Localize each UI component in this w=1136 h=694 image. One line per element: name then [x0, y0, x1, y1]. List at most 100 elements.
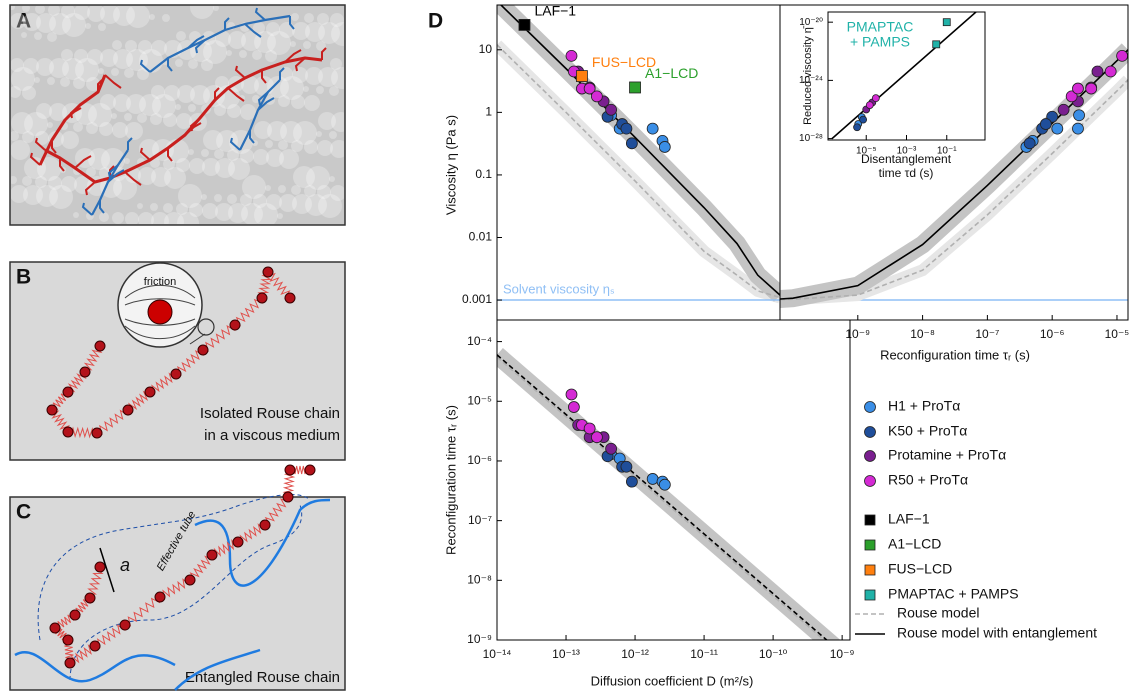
texture	[293, 121, 317, 145]
texture	[74, 49, 88, 63]
spring	[81, 345, 103, 373]
side-chain	[107, 169, 125, 183]
x-tick-label: 10⁻¹⁴	[483, 647, 512, 661]
texture	[241, 76, 259, 94]
marker	[1023, 137, 1036, 150]
side-chain	[59, 158, 65, 172]
legend-label: LAF−1	[888, 511, 930, 527]
texture	[279, 194, 297, 212]
side-chain	[64, 107, 82, 121]
texture	[227, 194, 237, 204]
y-tick-label: 1	[485, 105, 492, 119]
legend-marker	[864, 539, 876, 551]
marker	[620, 122, 633, 135]
bead	[262, 266, 274, 278]
marker	[658, 141, 671, 153]
texture	[227, 104, 241, 118]
texture	[203, 130, 223, 150]
legend-label: A1−LCD	[888, 536, 941, 552]
texture	[11, 6, 15, 10]
texture	[111, 68, 119, 76]
legend-label: FUS−LCD	[888, 561, 952, 577]
texture	[11, 185, 28, 203]
bead	[206, 549, 218, 561]
y-axis-title: Viscosity η (Pa s)	[443, 115, 458, 215]
legend-marker	[864, 514, 876, 526]
texture	[330, 58, 342, 70]
bead	[46, 404, 58, 416]
y-tick-label: 10⁻⁴	[467, 334, 492, 348]
legend-label: PMAPTAC + PAMPS	[888, 586, 1019, 602]
texture	[176, 158, 190, 172]
texture	[60, 77, 70, 87]
side-chain	[189, 117, 201, 132]
texture	[11, 67, 35, 91]
texture	[99, 122, 113, 136]
x-tick-label: 10⁻¹¹	[690, 647, 718, 661]
marker	[658, 478, 671, 491]
bead	[94, 340, 106, 352]
texture	[293, 166, 315, 188]
x-tick-label: 10⁻¹³	[552, 647, 580, 661]
bead	[79, 366, 91, 378]
marker	[865, 101, 874, 110]
texture	[331, 22, 344, 46]
spring	[266, 271, 291, 299]
texture	[265, 140, 273, 148]
marker	[605, 103, 618, 116]
caption: in a viscous medium	[204, 427, 340, 444]
texture	[98, 23, 106, 31]
marker	[871, 94, 880, 103]
texture	[163, 203, 173, 213]
spring	[234, 297, 264, 327]
texture	[139, 94, 161, 116]
side-chain	[99, 200, 105, 214]
marker	[853, 123, 861, 132]
panel-a-frame	[9, 4, 346, 226]
texture	[73, 122, 83, 132]
texture	[177, 212, 199, 224]
bead	[284, 464, 296, 476]
spring	[159, 578, 191, 600]
texture	[214, 149, 224, 159]
texture	[151, 212, 169, 224]
texture	[150, 158, 160, 168]
texture	[86, 167, 96, 177]
bead	[259, 519, 271, 531]
side-chain	[187, 35, 205, 49]
texture	[88, 148, 110, 170]
marker	[1085, 82, 1098, 95]
texture	[213, 6, 219, 11]
spring	[67, 426, 98, 439]
texture	[178, 184, 202, 208]
side-chain	[249, 130, 255, 144]
texture	[113, 6, 135, 26]
marker	[565, 49, 578, 62]
marker	[1072, 82, 1084, 95]
texture	[215, 158, 235, 178]
y-tick-label: 10⁻⁶	[467, 453, 492, 467]
model-line	[497, 354, 828, 640]
bead	[154, 591, 166, 603]
texture	[242, 175, 266, 199]
texture	[254, 203, 278, 224]
y-tick-label: 10⁻²⁰	[799, 17, 823, 28]
texture	[73, 77, 85, 89]
texture	[291, 185, 301, 195]
marker	[1065, 90, 1078, 103]
texture	[125, 212, 139, 224]
texture	[292, 194, 312, 214]
texture	[266, 149, 284, 167]
texture	[164, 212, 184, 224]
texture	[23, 58, 39, 74]
marker	[1051, 122, 1064, 135]
texture	[317, 13, 329, 25]
texture	[252, 95, 260, 103]
texture	[137, 203, 143, 209]
texture	[34, 77, 40, 83]
texture	[11, 131, 19, 141]
y-axis-title: Reconfiguration time τᵣ (s)	[443, 405, 458, 555]
side-chain	[227, 87, 245, 102]
x-tick-label: 10⁻⁹	[845, 327, 870, 341]
marker	[1039, 118, 1052, 130]
